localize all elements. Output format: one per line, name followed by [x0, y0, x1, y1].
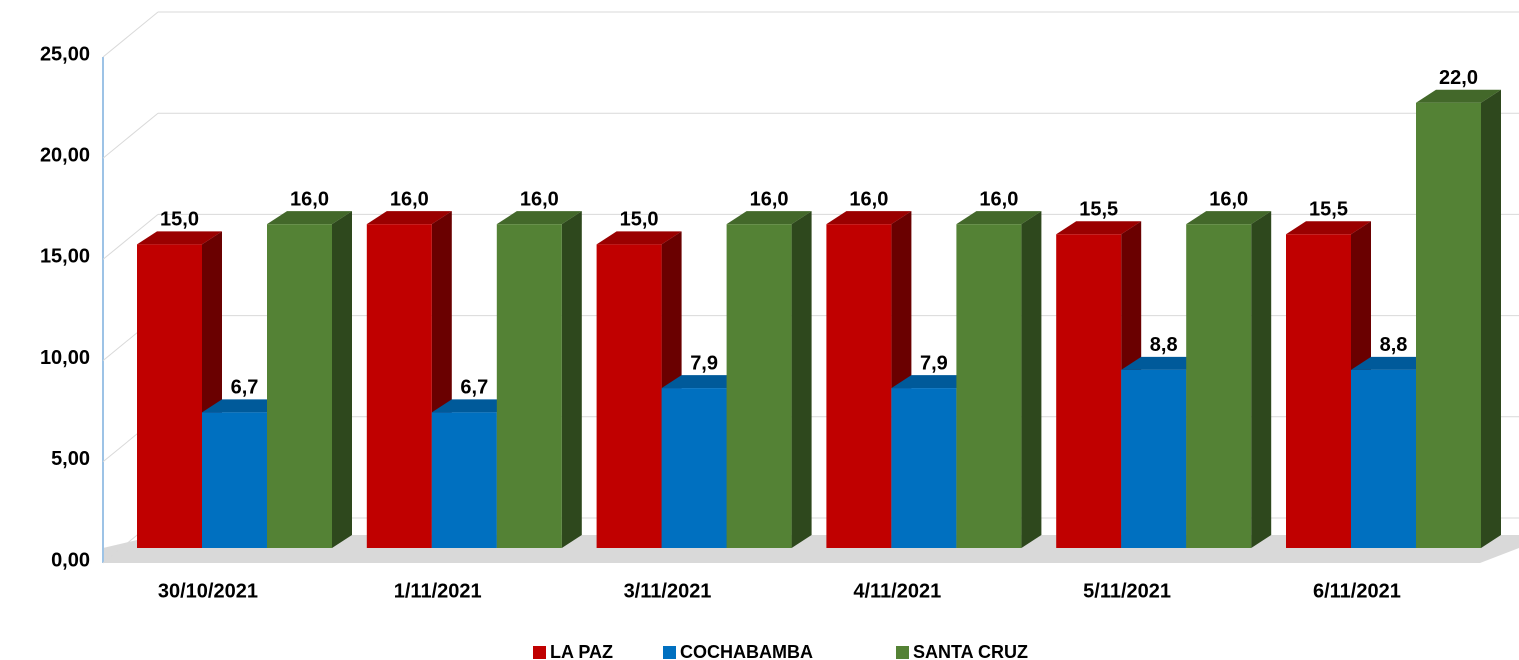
bar — [1056, 234, 1122, 548]
y-tick-label: 0,00 — [51, 549, 90, 571]
bar-top — [366, 211, 452, 225]
legend-label: LA PAZ — [550, 642, 613, 660]
bar — [1186, 224, 1252, 548]
bar-top — [137, 231, 222, 245]
legend-label: SANTA CRUZ — [913, 642, 1028, 660]
y-tick-label: 15,00 — [40, 246, 90, 268]
bar-top — [496, 211, 582, 225]
data-label: 15,0 — [620, 209, 659, 231]
bar-top — [1351, 356, 1436, 370]
x-tick-label: 3/11/2021 — [624, 580, 712, 602]
bar — [956, 224, 1022, 548]
data-label: 16,0 — [1209, 188, 1248, 210]
bar — [1121, 369, 1187, 548]
grid-line-side — [102, 11, 159, 58]
data-label: 8,8 — [1150, 334, 1178, 356]
bar-top — [267, 211, 352, 225]
bar — [137, 244, 202, 548]
data-label: 6,7 — [460, 377, 488, 399]
bar-top — [726, 211, 812, 225]
bar — [891, 388, 957, 548]
data-label: 16,0 — [750, 188, 789, 210]
data-label: 16,0 — [979, 188, 1018, 210]
bar — [1351, 369, 1416, 548]
bar — [496, 224, 562, 548]
y-tick-label: 20,00 — [40, 144, 90, 166]
bar-top — [1286, 221, 1371, 235]
data-label: 8,8 — [1380, 334, 1408, 356]
bar-top — [1121, 356, 1207, 370]
data-label: 15,0 — [160, 209, 199, 231]
bar — [826, 224, 892, 548]
bar — [202, 412, 267, 548]
bar — [661, 388, 727, 548]
bar-side — [791, 211, 812, 548]
data-label: 22,0 — [1439, 67, 1478, 89]
data-label: 15,5 — [1309, 199, 1348, 221]
bar-top — [596, 231, 682, 245]
bar-top — [956, 211, 1042, 225]
bar-top — [661, 375, 747, 389]
data-label: 7,9 — [690, 352, 718, 374]
bar-side — [561, 211, 582, 548]
bar — [1286, 234, 1351, 548]
bar-top — [1186, 211, 1272, 225]
bar-top — [431, 399, 517, 413]
x-tick-label: 4/11/2021 — [853, 580, 941, 602]
bar-top — [1416, 89, 1501, 103]
bar — [431, 412, 497, 548]
legend-swatch — [533, 646, 546, 659]
bar — [726, 224, 792, 548]
x-tick-label: 6/11/2021 — [1313, 580, 1401, 602]
bar — [1416, 102, 1481, 548]
bar — [366, 224, 432, 548]
grid-line-side — [102, 214, 159, 260]
data-label: 16,0 — [849, 188, 888, 210]
bar — [267, 224, 332, 548]
x-tick-label: 1/11/2021 — [394, 580, 482, 602]
x-tick-label: 30/10/2021 — [158, 580, 258, 602]
grid-line-side — [102, 112, 159, 159]
y-tick-label: 10,00 — [40, 347, 90, 369]
data-label: 16,0 — [520, 188, 559, 210]
data-label: 7,9 — [920, 352, 948, 374]
data-label: 6,7 — [231, 377, 259, 399]
bar-top — [1056, 221, 1142, 235]
bar-side — [1251, 211, 1272, 548]
bar-top — [826, 211, 912, 225]
bar-top — [202, 399, 287, 413]
legend-label: COCHABAMBA — [680, 642, 813, 660]
data-label: 16,0 — [290, 188, 329, 210]
y-tick-label: 25,00 — [40, 43, 90, 65]
bar-side — [1481, 89, 1501, 548]
bar — [596, 244, 662, 548]
y-tick-label: 5,00 — [51, 448, 90, 470]
legend-swatch — [896, 646, 909, 659]
x-tick-label: 5/11/2021 — [1083, 580, 1171, 602]
bar-top — [891, 375, 977, 389]
bar-side — [332, 211, 352, 548]
bar-side — [1021, 211, 1042, 548]
legend-swatch — [663, 646, 676, 659]
data-label: 16,0 — [390, 188, 429, 210]
data-label: 15,5 — [1079, 199, 1118, 221]
